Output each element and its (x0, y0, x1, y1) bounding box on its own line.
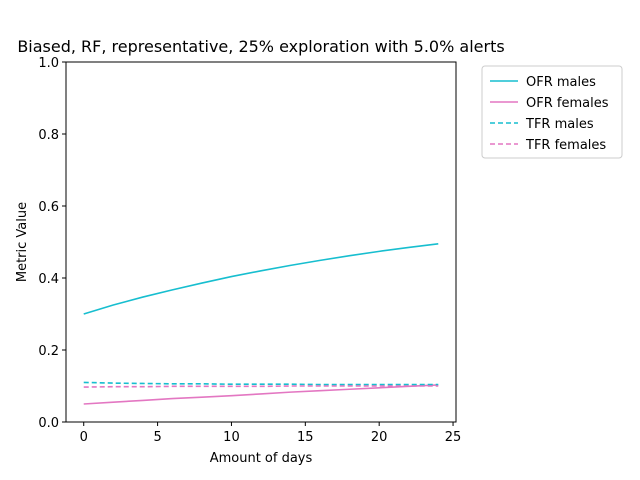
y-tick-label: 0.6 (38, 200, 59, 215)
x-tick-label: 25 (445, 430, 462, 445)
legend-label: TFR females (525, 138, 606, 153)
series-line-ofr-females (83, 384, 439, 405)
series-lines (83, 243, 439, 405)
legend-label: TFR males (525, 117, 594, 132)
x-tick-label: 5 (153, 430, 161, 445)
y-axis: 0.0 0.2 0.4 0.6 0.8 1.0 (38, 56, 66, 431)
legend-label: OFR males (526, 75, 596, 90)
series-line-tfr-males (83, 381, 439, 386)
x-tick-label: 10 (223, 430, 240, 445)
y-tick-label: 0.0 (38, 416, 59, 431)
x-axis-label: Amount of days (210, 451, 313, 466)
y-tick-label: 0.2 (38, 344, 59, 359)
x-tick-label: 20 (371, 430, 388, 445)
chart-title: Biased, RF, representative, 25% explorat… (17, 37, 504, 56)
plot-frame (65, 61, 457, 423)
x-axis: 0 5 10 15 20 25 (80, 422, 462, 445)
legend-box (481, 65, 623, 159)
x-tick-label: 0 (80, 430, 88, 445)
series-line-ofr-males (83, 243, 439, 315)
y-tick-label: 0.8 (38, 128, 59, 143)
x-tick-label: 15 (297, 430, 314, 445)
legend-label: OFR females (526, 96, 609, 111)
y-tick-label: 1.0 (38, 56, 59, 71)
y-tick-label: 0.4 (38, 272, 59, 287)
series-line-tfr-females (83, 385, 439, 388)
legend: OFR males OFR females TFR males TFR females (481, 65, 623, 159)
y-axis-label: Metric Value (15, 202, 30, 282)
